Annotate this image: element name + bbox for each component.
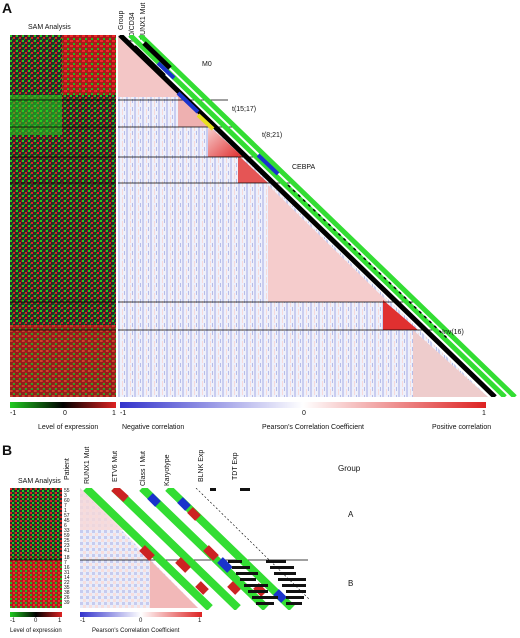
panel-b-track-karyotype: Karyotype	[164, 454, 171, 486]
panel-a-corr-min: -1	[120, 410, 127, 417]
panel-b-corr-mid: 0	[139, 618, 143, 624]
panel-a-cluster-cebpa: CEBPA	[292, 164, 316, 171]
panel-a-track-label-group: Group	[118, 10, 125, 30]
panel-a-expression-heatmap	[10, 35, 116, 397]
panel-b-expr-min: -1	[10, 618, 16, 624]
patient-id: 7	[64, 560, 67, 566]
patient-id: 33	[64, 528, 70, 534]
panel-b-expr-max: 1	[58, 618, 62, 624]
panel-b-corr-max: 1	[198, 618, 202, 624]
panel-a-expr-mid: 0	[63, 410, 67, 417]
panel-a-cluster-t821: t(8;21)	[262, 132, 283, 139]
panel-a-corr-negative: Negative correlation	[122, 424, 185, 431]
panel-b-track-tdt: TDT Exp	[232, 452, 239, 481]
panel-b-expression-heatmap	[10, 488, 62, 608]
panel-a-cluster-inv16: Inv(16)	[442, 329, 464, 336]
panel-b-track-patient: Patient	[64, 458, 71, 480]
panel-b-letter: B	[2, 442, 13, 458]
panel-a-corr-positive: Positive correlation	[432, 424, 492, 431]
panel-a-expr-caption: Level of expression	[38, 424, 99, 431]
patient-id: 31	[64, 570, 70, 576]
panel-b-expr-mid: 0	[34, 618, 38, 624]
patient-id: 59	[64, 533, 70, 539]
panel-a-correlation-matrix	[118, 35, 517, 397]
panel-b-group-title: Group	[338, 464, 361, 473]
panel-b-group-a: A	[348, 510, 354, 519]
patient-id: 25	[64, 538, 70, 544]
panel-a-cluster-t1517: t(15;17)	[232, 106, 257, 113]
panel-a-corr-caption: Pearson's Correlation Coefficient	[262, 424, 364, 431]
panel-b-correlation-colorbar	[80, 612, 202, 617]
patient-id: 18	[64, 555, 70, 561]
patient-id: 7	[64, 503, 67, 509]
patient-id: 23	[64, 543, 70, 549]
panel-b-corr-min: -1	[80, 618, 86, 624]
patient-id: 41	[64, 548, 70, 554]
panel-a-expression-colorbar	[10, 402, 116, 408]
panel-b-track-blnk: BLNK Exp	[198, 449, 205, 482]
panel-b-expr-caption: Level of expression	[10, 628, 62, 634]
patient-id: 22	[64, 580, 70, 586]
panel-a-corr-max: 1	[482, 410, 486, 417]
patient-id: 45	[64, 518, 70, 524]
panel-a-cluster-m0: M0	[202, 61, 212, 68]
panel-a-corr-mid: 0	[302, 410, 306, 417]
panel-a-sam-title: SAM Analysis	[28, 24, 71, 31]
panel-b-expression-colorbar	[10, 612, 62, 617]
panel-b-corr-caption: Pearson's Correlation Coefficient	[92, 628, 180, 634]
patient-id: 35	[64, 585, 70, 591]
patient-id: 55	[64, 488, 70, 494]
panel-b-sam-title: SAM Analysis	[18, 478, 61, 485]
patient-id: 57	[64, 513, 70, 519]
panel-a-correlation-colorbar	[120, 402, 486, 408]
panel-b-track-class1: Class I Mut	[140, 450, 147, 486]
panel-a-letter: A	[2, 0, 13, 16]
patient-id: 14	[64, 575, 70, 581]
patient-id: 6	[64, 523, 67, 529]
patient-id: 3	[64, 493, 67, 499]
panel-a-expr-max: 1	[112, 410, 116, 417]
patient-id: 16	[64, 565, 70, 571]
patient-id: 26	[64, 595, 70, 601]
patient-id: 38	[64, 590, 70, 596]
panel-b-correlation-matrix	[80, 488, 310, 610]
panel-b-group-b: B	[348, 579, 354, 588]
patient-id: 60	[64, 498, 70, 504]
patient-id: 1	[64, 508, 67, 514]
panel-b-patient-column: 55 3 60 7 1 57 45 6 33 59 25 23 41 18 7 …	[64, 488, 78, 608]
panel-a-expr-min: -1	[10, 410, 17, 417]
patient-id: 39	[64, 600, 70, 606]
panel-b-track-etv6: ETV6 Mut	[112, 450, 119, 482]
panel-b-track-runx1: RUNX1 Mut	[84, 446, 91, 484]
